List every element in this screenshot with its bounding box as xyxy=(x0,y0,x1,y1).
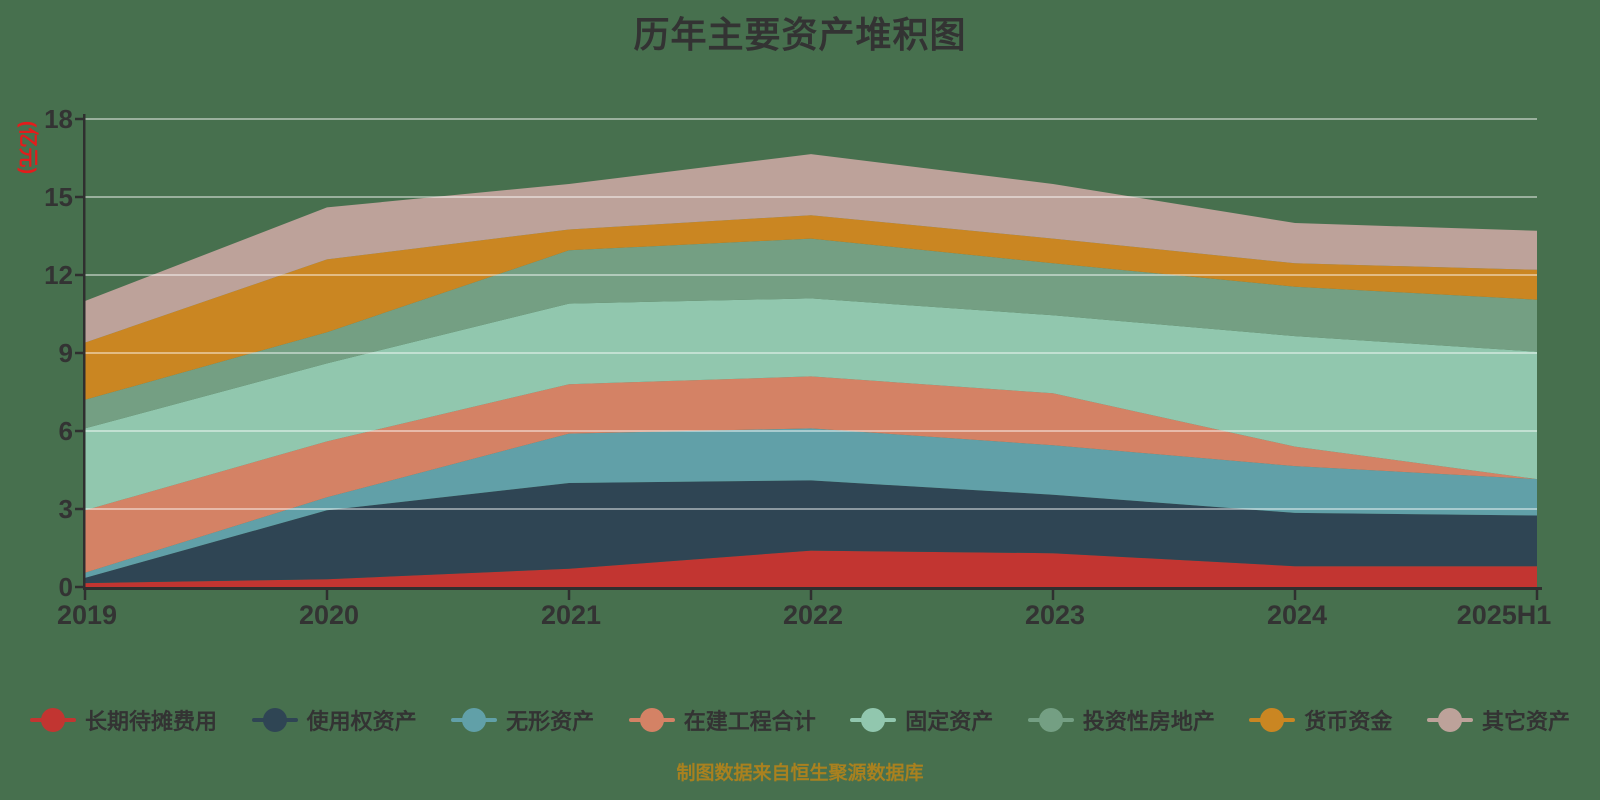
area-series-3[interactable] xyxy=(85,376,1537,573)
legend-marker-icon xyxy=(850,708,897,732)
x-axis-line xyxy=(83,587,1542,590)
legend-label: 无形资产 xyxy=(506,709,595,734)
legend-label: 其它资产 xyxy=(1481,709,1570,734)
area-series-7[interactable] xyxy=(85,154,1537,343)
y-tick-label-12: 12 xyxy=(44,260,73,290)
legend-dot-icon xyxy=(1038,708,1063,732)
x-tick-label-2021: 2021 xyxy=(540,600,602,630)
y-axis-line xyxy=(83,114,86,590)
y-tick-label-9: 9 xyxy=(58,338,73,368)
legend-dot-icon xyxy=(41,708,65,732)
legend-dot-icon xyxy=(639,708,664,732)
legend-dot-icon xyxy=(262,708,287,732)
area-series-6[interactable] xyxy=(85,215,1537,400)
legend-label: 固定资产 xyxy=(905,709,994,734)
legend-label: 货币资金 xyxy=(1304,709,1393,734)
legend-label: 投资性房地产 xyxy=(1082,709,1215,734)
legend-label: 长期待摊费用 xyxy=(85,709,218,734)
legend-dot-icon xyxy=(861,708,886,732)
legend-marker-icon xyxy=(451,708,498,732)
area-series-0[interactable] xyxy=(85,550,1537,587)
y-tick-label-18: 18 xyxy=(44,104,73,134)
legend: 长期待摊费用 使用权资产 无形资产 在建工程合计 固定资产 投资性房地产 货币资金 其它资产 xyxy=(30,698,1570,742)
legend-dot-icon xyxy=(1260,708,1285,732)
legend-item-2[interactable]: 无形资产 xyxy=(451,704,594,736)
legend-marker-icon xyxy=(30,708,76,732)
legend-dot-icon xyxy=(1437,708,1462,732)
legend-marker-icon xyxy=(1249,708,1296,732)
legend-item-5[interactable]: 投资性房地产 xyxy=(1027,704,1215,736)
x-tick-label-2025H1: 2025H1 xyxy=(1456,600,1552,630)
area-series-4[interactable] xyxy=(85,298,1537,511)
legend-item-0[interactable]: 长期待摊费用 xyxy=(30,704,217,736)
legend-item-1[interactable]: 使用权资产 xyxy=(251,704,417,736)
legend-label: 在建工程合计 xyxy=(683,709,816,734)
legend-item-7[interactable]: 其它资产 xyxy=(1426,704,1570,736)
x-tick-label-2023: 2023 xyxy=(1024,600,1086,630)
legend-item-3[interactable]: 在建工程合计 xyxy=(628,704,816,736)
x-tick-label-2022: 2022 xyxy=(782,600,844,630)
legend-dot-icon xyxy=(462,708,487,732)
data-source-note: 制图数据来自恒生聚源数据库 xyxy=(676,763,924,784)
x-tick-label-2024: 2024 xyxy=(1266,600,1328,630)
area-series-2[interactable] xyxy=(85,428,1537,578)
y-tick-label-0: 0 xyxy=(58,572,73,602)
y-tick-label-3: 3 xyxy=(58,494,73,524)
chart-title: 历年主要资产堆积图 xyxy=(633,14,967,55)
x-tick-label-2019: 2019 xyxy=(56,600,118,630)
legend-item-4[interactable]: 固定资产 xyxy=(850,704,993,736)
area-series-1[interactable] xyxy=(85,480,1537,584)
legend-marker-icon xyxy=(1027,708,1074,732)
legend-label: 使用权资产 xyxy=(306,709,417,734)
legend-marker-icon xyxy=(628,708,675,732)
area-series-5[interactable] xyxy=(85,238,1537,429)
legend-marker-icon xyxy=(251,708,298,732)
x-tick-label-2020: 2020 xyxy=(298,600,360,630)
y-tick-label-15: 15 xyxy=(44,182,73,212)
y-tick-label-6: 6 xyxy=(58,416,73,446)
legend-marker-icon xyxy=(1426,708,1473,732)
legend-item-6[interactable]: 货币资金 xyxy=(1249,704,1392,736)
